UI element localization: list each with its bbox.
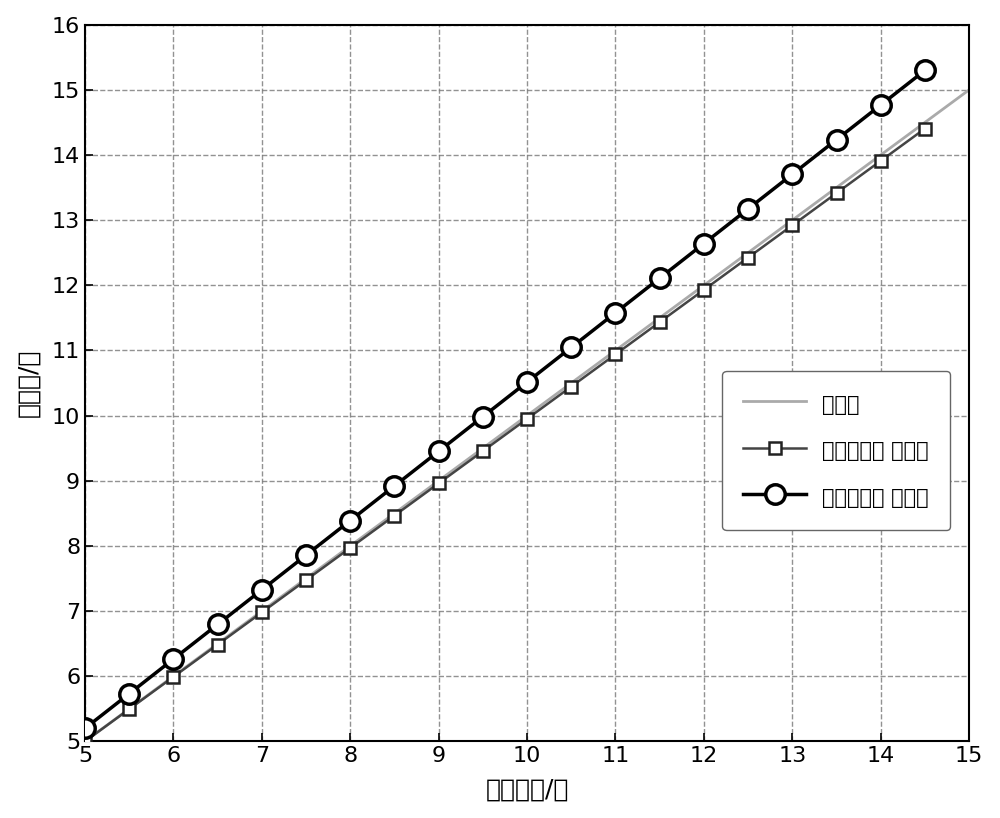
- 有偏估计， 仿真値: [167, 654, 179, 664]
- 有偏估计， 仿真値: [388, 481, 400, 491]
- 无偏估计， 仿真値: [123, 704, 135, 714]
- 无偏估计， 仿真値: [875, 156, 887, 166]
- 有偏估计， 仿真値: [698, 239, 710, 249]
- 有偏估计， 仿真値: [742, 204, 754, 213]
- 有偏估计， 仿真値: [565, 343, 577, 353]
- 有偏估计， 仿真値: [919, 65, 931, 75]
- 有偏估计， 仿真値: [433, 447, 445, 456]
- 无偏估计， 仿真値: [654, 317, 666, 327]
- Y-axis label: 估计値/米: 估计値/米: [17, 348, 41, 417]
- 有偏估计， 仿真値: [256, 585, 268, 595]
- 有偏估计， 仿真値: [79, 723, 91, 733]
- 有偏估计， 仿真値: [654, 273, 666, 283]
- X-axis label: 真实距离/米: 真实距离/米: [485, 777, 569, 802]
- 无偏估计， 仿真値: [477, 446, 489, 456]
- 有偏估计， 仿真値: [521, 377, 533, 387]
- 无偏估计， 仿真値: [256, 608, 268, 618]
- 理论値: [82, 735, 94, 744]
- 无偏估计， 仿真値: [433, 479, 445, 488]
- Legend: 理论値, 无偏估计， 仿真値, 有偏估计， 仿真値: 理论値, 无偏估计， 仿真値, 有偏估计， 仿真値: [722, 371, 950, 530]
- 无偏估计， 仿真値: [388, 510, 400, 520]
- 有偏估计， 仿真値: [875, 100, 887, 110]
- 无偏估计， 仿真値: [300, 575, 312, 585]
- 无偏估计， 仿真値: [167, 672, 179, 681]
- 无偏估计， 仿真値: [831, 188, 843, 198]
- 无偏估计， 仿真値: [742, 253, 754, 263]
- 无偏估计， 仿真値: [79, 736, 91, 746]
- 有偏估计， 仿真値: [212, 619, 224, 629]
- 无偏估计， 仿真値: [786, 220, 798, 230]
- 有偏估计， 仿真値: [786, 169, 798, 179]
- 无偏估计， 仿真値: [212, 640, 224, 649]
- 理论値: [963, 85, 975, 95]
- 有偏估计， 仿真値: [609, 308, 621, 317]
- 理论値: [824, 187, 836, 197]
- 无偏估计， 仿真値: [698, 285, 710, 294]
- 无偏估计， 仿真値: [609, 349, 621, 359]
- 有偏估计， 仿真値: [831, 135, 843, 145]
- 理论値: [79, 736, 91, 746]
- 无偏估计， 仿真値: [521, 414, 533, 424]
- 无偏估计， 仿真値: [565, 382, 577, 392]
- 理论値: [620, 338, 632, 348]
- 理论値: [880, 146, 892, 155]
- Line: 无偏估计， 仿真値: 无偏估计， 仿真値: [79, 123, 931, 748]
- Line: 理论値: 理论値: [85, 90, 969, 741]
- 无偏估计， 仿真値: [344, 543, 356, 553]
- 无偏估计， 仿真値: [919, 124, 931, 133]
- 有偏估计， 仿真値: [123, 689, 135, 699]
- 有偏估计， 仿真値: [344, 515, 356, 525]
- 理论値: [602, 351, 614, 361]
- Line: 有偏估计， 仿真値: 有偏估计， 仿真値: [75, 61, 935, 738]
- 有偏估计， 仿真値: [300, 551, 312, 560]
- 有偏估计， 仿真値: [477, 411, 489, 421]
- 理论値: [605, 348, 617, 358]
